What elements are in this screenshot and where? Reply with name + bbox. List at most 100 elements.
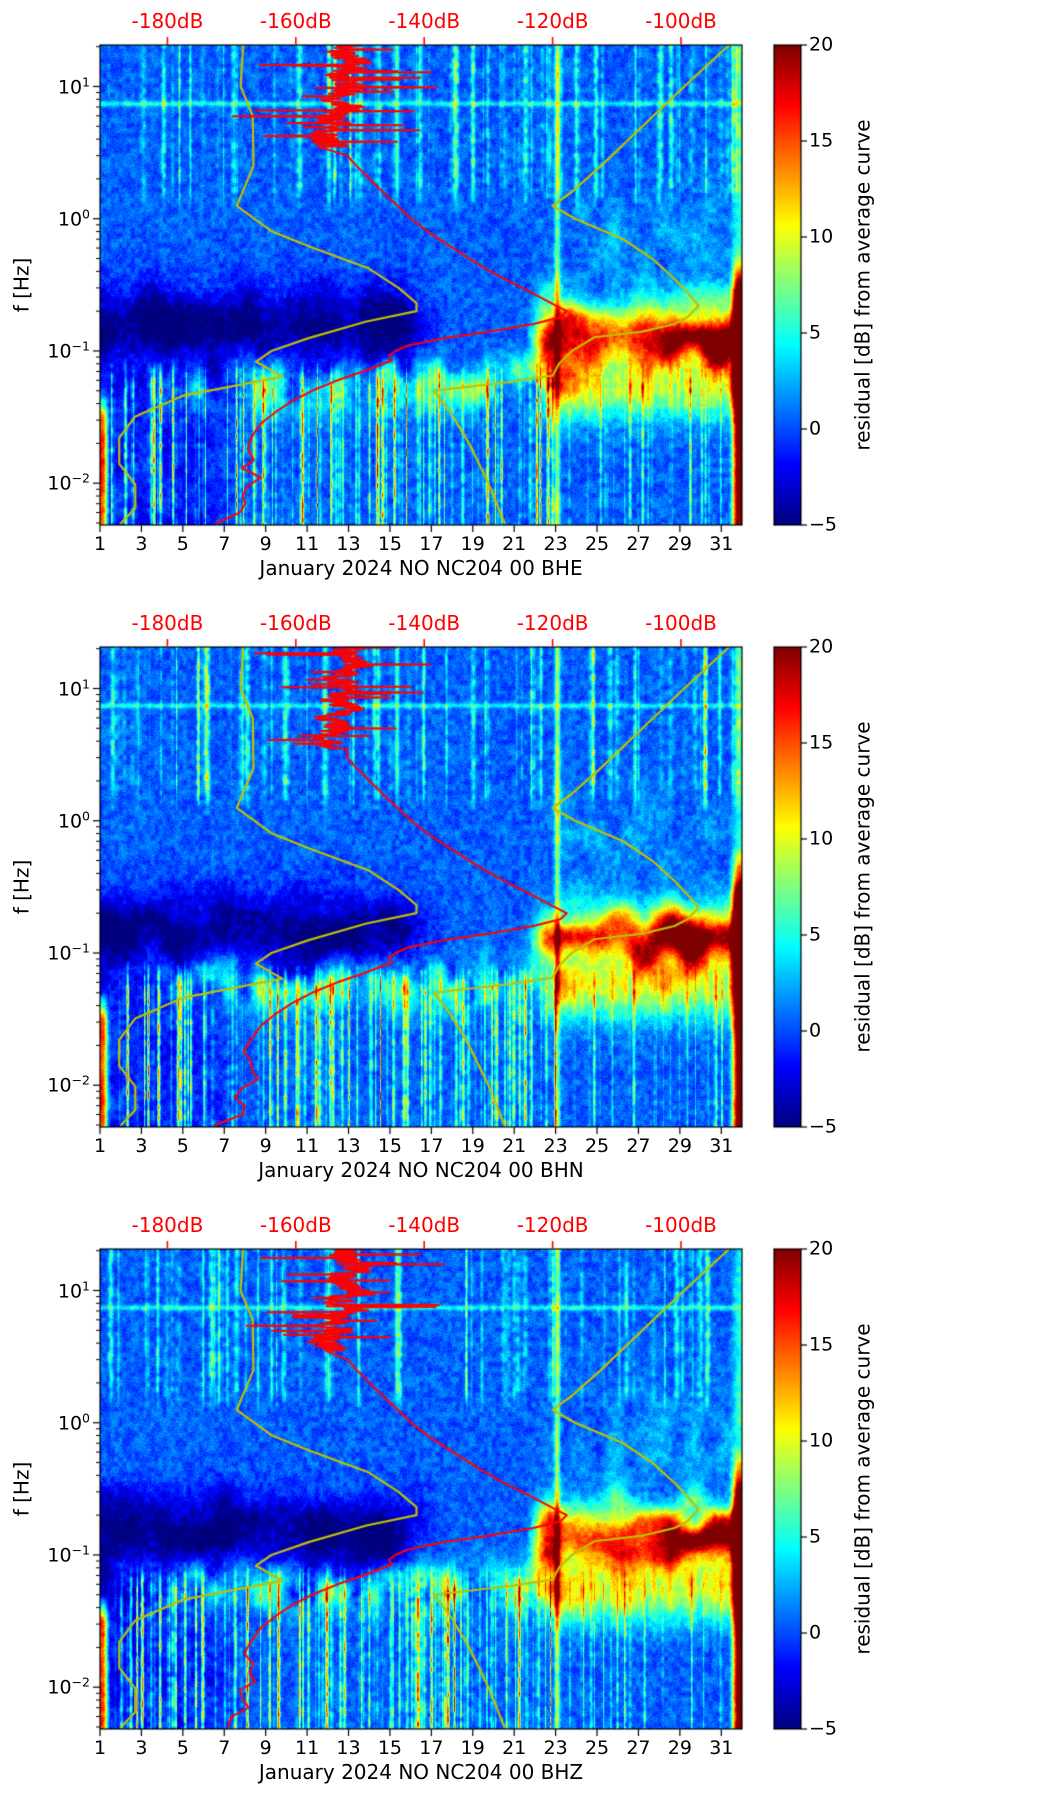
x-tick-label: 9 xyxy=(259,533,272,555)
top-axis-db-label: -100dB xyxy=(645,9,717,33)
x-tick-label: 7 xyxy=(218,533,231,555)
x-tick-label: 13 xyxy=(336,1737,361,1759)
colorbar-tick-label: 20 xyxy=(809,33,834,56)
x-tick-label: 27 xyxy=(626,1737,651,1759)
colorbar-tick-label: 0 xyxy=(809,1019,822,1042)
x-tick-label: 3 xyxy=(135,533,148,555)
colorbar-tick-label: 10 xyxy=(809,225,834,248)
colorbar-title: residual [dB] from average curve xyxy=(847,647,879,1127)
x-tick-label: 1 xyxy=(93,533,107,555)
x-tick-label: 19 xyxy=(460,1135,485,1157)
colorbar-tick-label: −5 xyxy=(809,513,838,536)
x-tick-label: 17 xyxy=(419,1737,444,1759)
colorbar-tick-label: −5 xyxy=(809,1115,838,1138)
x-tick-label: 17 xyxy=(419,533,444,555)
x-tick-label: 29 xyxy=(667,533,692,555)
colorbar-tick-label: 15 xyxy=(809,129,834,152)
y-axis-title: f [Hz] xyxy=(6,647,36,1127)
spectrogram-heatmap xyxy=(100,1249,742,1729)
x-tick-label: 27 xyxy=(626,533,651,555)
colorbar-tick-label: 20 xyxy=(809,1237,834,1260)
colorbar-gradient xyxy=(774,647,801,1127)
colorbar-title-text: residual [dB] from average curve xyxy=(851,119,875,451)
spectrogram-heatmap xyxy=(100,647,742,1127)
colorbar-tick-label: 15 xyxy=(809,1333,834,1356)
colorbar-title: residual [dB] from average curve xyxy=(847,1249,879,1729)
x-tick-label: 29 xyxy=(667,1135,692,1157)
colorbar-tick-label: 15 xyxy=(809,731,834,754)
colorbar-title: residual [dB] from average curve xyxy=(847,45,879,525)
spectrogram-panel-bhe: 1 3 5 7 9 11 13 15 17 19 21 23 25 27 29 31 101 100 10−1 10−… xyxy=(0,0,1052,602)
x-tick-label: 11 xyxy=(295,533,320,555)
x-tick-label: 3 xyxy=(135,1737,148,1759)
x-tick-label: 21 xyxy=(502,533,527,555)
colorbar-tick-label: 0 xyxy=(809,1621,822,1644)
x-tick-label: 21 xyxy=(502,1737,527,1759)
x-tick-label: 19 xyxy=(460,1737,485,1759)
colorbar-title-text: residual [dB] from average curve xyxy=(851,721,875,1053)
x-tick-label: 29 xyxy=(667,1737,692,1759)
colorbar-tick-label: 5 xyxy=(809,923,822,946)
x-tick-label: 15 xyxy=(377,1135,403,1157)
x-tick-label: 7 xyxy=(218,1737,231,1759)
top-axis-db-label: -180dB xyxy=(131,611,204,635)
x-tick-label: 27 xyxy=(626,1135,651,1157)
x-tick-label: 5 xyxy=(176,533,189,555)
x-tick-label: 1 xyxy=(93,1737,107,1759)
x-tick-label: 25 xyxy=(584,1135,610,1157)
top-axis-db-label: -140dB xyxy=(388,1213,461,1237)
colorbar-tick-label: −5 xyxy=(809,1717,838,1740)
x-axis-title: January 2024 NO NC204 00 BHE xyxy=(259,556,583,580)
y-axis-title-text: f [Hz] xyxy=(9,859,34,915)
x-tick-label: 23 xyxy=(543,1135,568,1157)
x-tick-label: 25 xyxy=(584,1737,610,1759)
x-tick-label: 1 xyxy=(93,1135,107,1157)
x-tick-label: 31 xyxy=(709,533,734,555)
spectrogram-panel-bhz: 1 3 5 7 9 11 13 15 17 19 21 23 25 27 29 31 101 100 10−1 10−… xyxy=(0,1204,1052,1806)
colorbar-tick-label: 10 xyxy=(809,1429,834,1452)
x-tick-label: 17 xyxy=(419,1135,444,1157)
top-axis-db-label: -140dB xyxy=(388,9,461,33)
top-axis-db-label: -120dB xyxy=(516,9,589,33)
colorbar-gradient xyxy=(774,1249,801,1729)
colorbar-title-text: residual [dB] from average curve xyxy=(851,1323,875,1655)
x-tick-label: 19 xyxy=(460,533,485,555)
top-axis-db-label: -160dB xyxy=(259,9,332,33)
top-axis-db-label: -160dB xyxy=(259,611,332,635)
top-axis-db-label: -140dB xyxy=(388,611,461,635)
x-tick-label: 23 xyxy=(543,1737,568,1759)
colorbar-tick-label: 5 xyxy=(809,1525,822,1548)
y-axis-title-text: f [Hz] xyxy=(9,257,34,313)
top-axis-db-label: -120dB xyxy=(516,1213,589,1237)
x-tick-label: 9 xyxy=(259,1135,272,1157)
x-tick-label: 13 xyxy=(336,1135,361,1157)
colorbar-tick-label: 5 xyxy=(809,321,822,344)
spectrogram-panel-bhn: 1 3 5 7 9 11 13 15 17 19 21 23 25 27 29 31 101 100 10−1 10−… xyxy=(0,602,1052,1204)
x-axis-title: January 2024 NO NC204 00 BHZ xyxy=(258,1760,584,1784)
top-axis-db-label: -100dB xyxy=(645,611,717,635)
colorbar-tick-label: 20 xyxy=(809,635,834,658)
top-axis-db-label: -100dB xyxy=(645,1213,717,1237)
y-axis-title-text: f [Hz] xyxy=(9,1461,34,1517)
x-tick-label: 21 xyxy=(502,1135,527,1157)
x-axis-title: January 2024 NO NC204 00 BHN xyxy=(258,1158,584,1182)
top-axis-db-label: -160dB xyxy=(259,1213,332,1237)
x-tick-label: 3 xyxy=(135,1135,148,1157)
x-tick-label: 9 xyxy=(259,1737,272,1759)
x-tick-label: 11 xyxy=(295,1135,320,1157)
colorbar-tick-label: 10 xyxy=(809,827,834,850)
x-tick-label: 11 xyxy=(295,1737,320,1759)
y-axis-title: f [Hz] xyxy=(6,1249,36,1729)
x-tick-label: 7 xyxy=(218,1135,231,1157)
x-tick-label: 5 xyxy=(176,1135,189,1157)
x-tick-label: 23 xyxy=(543,533,568,555)
top-axis-db-label: -180dB xyxy=(131,1213,204,1237)
y-axis-title: f [Hz] xyxy=(6,45,36,525)
x-tick-label: 31 xyxy=(709,1737,734,1759)
x-tick-label: 5 xyxy=(176,1737,189,1759)
x-tick-label: 25 xyxy=(584,533,610,555)
colorbar-gradient xyxy=(774,45,801,525)
colorbar-tick-label: 0 xyxy=(809,417,822,440)
top-axis-db-label: -180dB xyxy=(131,9,204,33)
x-tick-label: 13 xyxy=(336,533,361,555)
